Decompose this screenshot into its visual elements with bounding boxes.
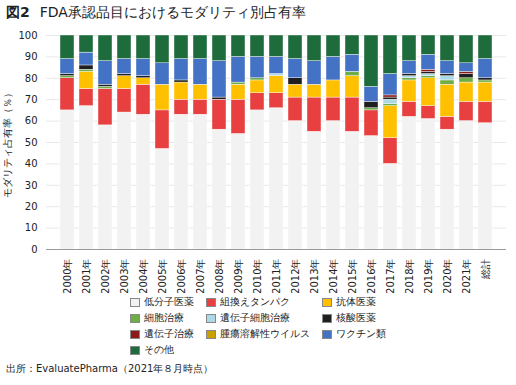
svg-text:2000年: 2000年 xyxy=(62,259,73,294)
svg-text:50: 50 xyxy=(25,137,38,148)
svg-text:30: 30 xyxy=(25,180,38,191)
svg-text:2018年: 2018年 xyxy=(404,259,415,294)
html-text:組換えタンパク: 組換えタンパク xyxy=(220,296,290,307)
svg-text:モダリティ占有率（％）: モダリティ占有率（％） xyxy=(2,88,13,198)
html-text:出所：EvaluatePharma（2021年８月時点）: 出所：EvaluatePharma（2021年８月時点） xyxy=(6,363,214,374)
svg-text:60: 60 xyxy=(25,115,38,126)
html-text:核酸医薬: 核酸医薬 xyxy=(336,312,376,323)
svg-text:2011年: 2011年 xyxy=(271,259,282,294)
svg-text:2010年: 2010年 xyxy=(252,259,263,294)
svg-text:2012年: 2012年 xyxy=(290,259,301,294)
svg-text:2014年: 2014年 xyxy=(328,259,339,294)
svg-text:2008年: 2008年 xyxy=(214,259,225,294)
svg-text:0: 0 xyxy=(31,244,37,255)
svg-text:2003年: 2003年 xyxy=(119,259,130,294)
svg-text:2009年: 2009年 xyxy=(233,259,244,294)
svg-text:2001年: 2001年 xyxy=(81,259,92,294)
svg-text:2016年: 2016年 xyxy=(366,259,377,294)
svg-text:70: 70 xyxy=(25,94,38,105)
html-text:遺伝子治療: 遺伝子治療 xyxy=(144,328,194,339)
svg-text:2013年: 2013年 xyxy=(309,259,320,294)
html-text:その他: その他 xyxy=(144,344,174,355)
html-text:腫瘍溶解性ウイルス: 腫瘍溶解性ウイルス xyxy=(220,328,310,339)
svg-text:2019年: 2019年 xyxy=(423,259,434,294)
svg-text:2015年: 2015年 xyxy=(347,259,358,294)
svg-text:2004年: 2004年 xyxy=(138,259,149,294)
svg-text:2006年: 2006年 xyxy=(176,259,187,294)
html-text:ワクチン類: ワクチン類 xyxy=(336,328,386,339)
html-text:細胞治療: 細胞治療 xyxy=(144,312,184,323)
svg-text:2005年: 2005年 xyxy=(157,259,168,294)
svg-text:2017年: 2017年 xyxy=(385,259,396,294)
svg-text:80: 80 xyxy=(25,73,38,84)
svg-text:2007年: 2007年 xyxy=(195,259,206,294)
svg-text:2020年: 2020年 xyxy=(442,259,453,294)
svg-text:100: 100 xyxy=(18,30,37,41)
html-text:遺伝子細胞治療: 遺伝子細胞治療 xyxy=(220,312,290,323)
svg-text:10: 10 xyxy=(25,222,38,233)
svg-text:総計: 総計 xyxy=(480,259,491,280)
svg-text:90: 90 xyxy=(25,51,38,62)
svg-text:2021年: 2021年 xyxy=(461,259,472,294)
html-text:低分子医薬: 低分子医薬 xyxy=(144,296,194,307)
html-text:FDA承認品目におけるモダリティ別占有率: FDA承認品目におけるモダリティ別占有率 xyxy=(39,4,306,20)
svg-text:40: 40 xyxy=(25,158,38,169)
html-text:抗体医薬: 抗体医薬 xyxy=(336,296,376,307)
html-text:図2: 図2 xyxy=(6,4,30,20)
svg-text:20: 20 xyxy=(25,201,38,212)
svg-text:2002年: 2002年 xyxy=(100,259,111,294)
